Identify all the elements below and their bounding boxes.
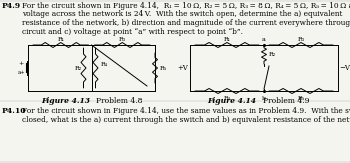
Text: voltage across the network is 24 V.  With the switch open, determine the a) equi: voltage across the network is 24 V. With… [22, 10, 342, 18]
Text: resistance of the network, b) direction and magnitude of the current everywhere : resistance of the network, b) direction … [22, 19, 350, 27]
Text: P4.9: P4.9 [2, 2, 21, 10]
Text: R₄: R₄ [223, 96, 231, 101]
Text: R₃: R₃ [298, 37, 304, 42]
Text: b: b [262, 96, 266, 101]
Text: R₄: R₄ [100, 62, 108, 67]
Text: R₂: R₂ [269, 52, 276, 57]
Text: Problem 4.8: Problem 4.8 [96, 97, 143, 105]
Text: Figure 4.13: Figure 4.13 [42, 97, 91, 105]
Text: For the circuit shown in Figure 4.14, use the same values as in Problem 4.9.  Wi: For the circuit shown in Figure 4.14, us… [22, 107, 350, 115]
Text: For the circuit shown in Figure 4.14,  R₁ = 10 Ω, R₂ = 5 Ω, R₃ = 8 Ω, R₄ = 5 Ω, : For the circuit shown in Figure 4.14, R₁… [22, 2, 350, 10]
Text: −V: −V [340, 64, 350, 72]
Text: +V: +V [177, 64, 188, 72]
Text: +: + [18, 61, 24, 66]
Text: circuit and c) voltage at point “a” with respect to point “b”.: circuit and c) voltage at point “a” with… [22, 28, 243, 36]
Text: closed, what is the a) current through the switch and b) equivalent resistance o: closed, what is the a) current through t… [22, 116, 350, 124]
Text: P4.10: P4.10 [2, 107, 27, 115]
Text: Problem 4.9: Problem 4.9 [263, 97, 309, 105]
Text: R₃: R₃ [119, 37, 126, 42]
Text: Figure 4.14: Figure 4.14 [207, 97, 256, 105]
Text: R₁: R₁ [224, 37, 231, 42]
Text: R₅: R₅ [160, 66, 167, 71]
Text: a+: a+ [17, 70, 25, 75]
Text: R₁: R₁ [57, 37, 64, 42]
Text: R₂: R₂ [75, 66, 82, 71]
Text: a: a [262, 37, 266, 42]
Text: R₅: R₅ [298, 96, 304, 101]
